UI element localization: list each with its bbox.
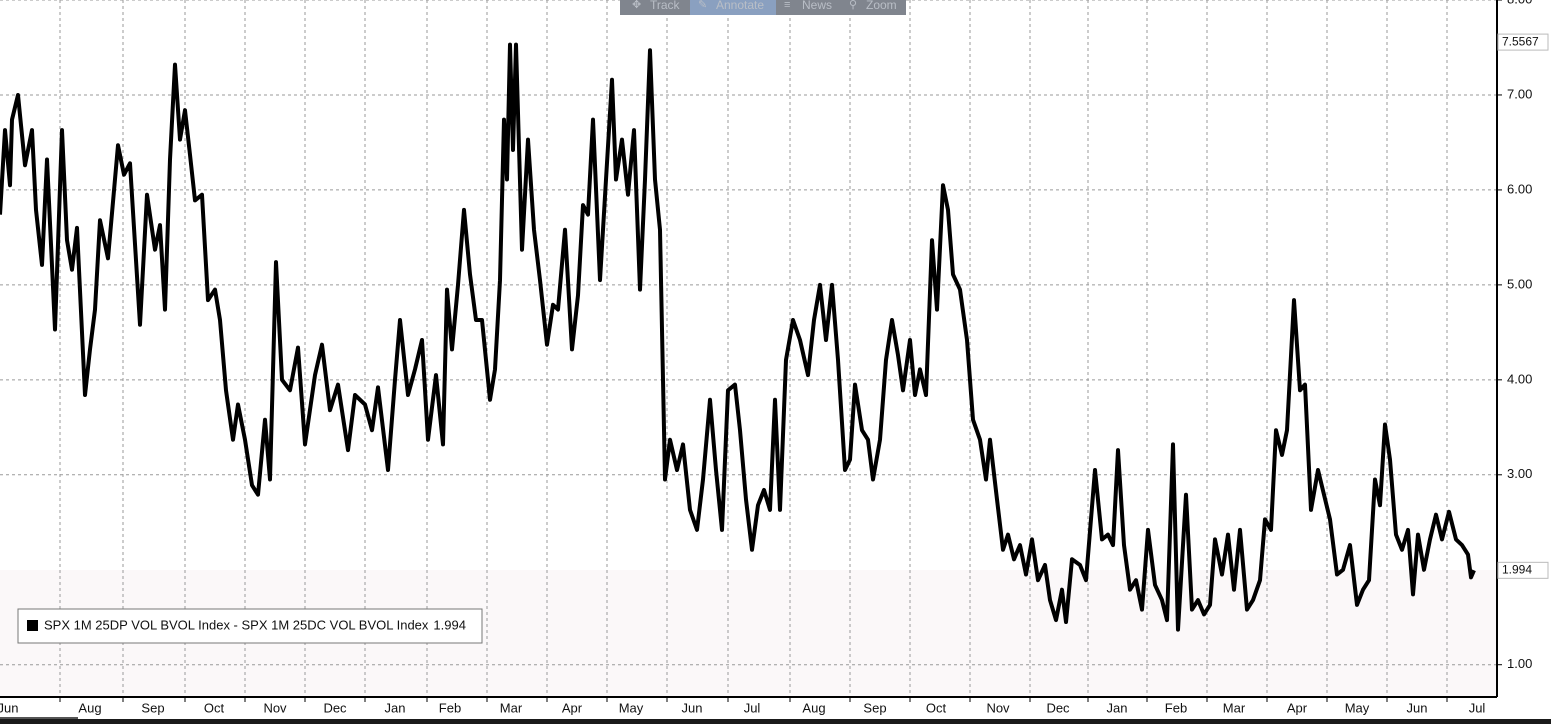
x-tick-label: Jun [0,700,18,715]
toolbar-button[interactable]: Track [650,0,681,12]
x-tick-label: Jul [744,700,761,715]
legend: SPX 1M 25DP VOL BVOL Index - SPX 1M 25DC… [17,608,483,644]
value-marker [1497,33,1549,51]
icon: ✥ [632,0,641,11]
icon: ≡ [784,0,790,11]
y-tick-label: 6.00 [1507,181,1532,196]
y-tick-label: 5.00 [1507,276,1532,291]
x-tick-label: Feb [1165,700,1187,715]
legend-label: SPX 1M 25DP VOL BVOL Index - SPX 1M 25DC… [44,617,429,632]
x-tick-label: Jan [385,700,406,715]
y-tick-label: 4.00 [1507,371,1532,386]
grid [0,0,1497,697]
legend-value: 1.994 [433,617,466,632]
icon: ✎ [698,0,707,11]
x-tick-label: Jul [1469,700,1486,715]
legend-box [17,608,483,644]
x-tick-label: Nov [986,700,1010,715]
toolbar-button[interactable]: News [802,0,832,12]
x-tick-label: Oct [926,700,947,715]
x-tick-label: Sep [141,700,164,715]
toolbar: ✥ ✎ ≡ ⚲ Track Annotate News Zoom [620,0,906,15]
toolbar-button[interactable]: Annotate [716,0,764,12]
x-tick-label: Apr [562,700,583,715]
x-tick-label: Dec [323,700,347,715]
x-tick-label: Jun [682,700,703,715]
plot [0,42,1476,632]
y-tick-label: 7.00 [1507,86,1532,101]
x-tick-label: Nov [263,700,287,715]
legend-swatch [27,620,38,631]
value-marker-label: 1.994 [1502,562,1532,576]
x-tick-label: Aug [802,700,825,715]
x-tick-label: Oct [204,700,225,715]
x-tick-label: Mar [500,700,523,715]
x-tick-label: Apr [1287,700,1308,715]
x-tick-label: Sep [863,700,886,715]
x-tick-label: Jan [1107,700,1128,715]
scroll-track [0,719,1551,724]
x-tick-label: Dec [1046,700,1070,715]
series-line [0,42,1476,632]
y-tick-label: 1.00 [1507,656,1532,671]
y-tick-label: 8.00 [1507,0,1532,6]
value-marker [1497,561,1549,579]
x-tick-label: May [619,700,644,715]
x-tick-label: Jun [1407,700,1428,715]
x-tick-label: Feb [439,700,461,715]
toolbar-active [690,0,776,15]
value-marker-label: 7.5567 [1502,34,1539,48]
toolbar-button[interactable]: Zoom [866,0,897,12]
x-tick-label: May [1345,700,1370,715]
x-tick-label: Mar [1223,700,1246,715]
x-tick-label: Aug [78,700,101,715]
icon: ⚲ [849,0,857,11]
y-tick-label: 3.00 [1507,466,1532,481]
